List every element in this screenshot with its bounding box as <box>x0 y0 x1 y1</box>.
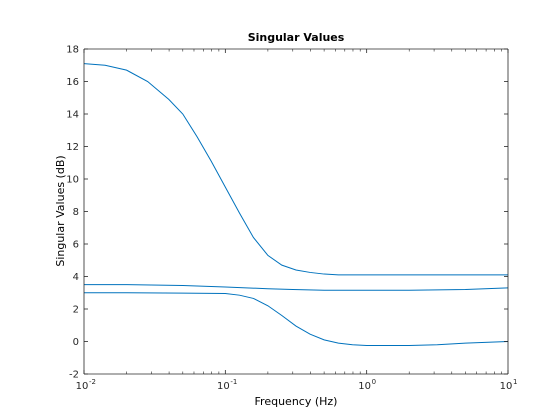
chart-title: Singular Values <box>248 31 345 44</box>
x-tick-label-exponent: 0 <box>372 378 376 386</box>
x-tick-label-exponent: -1 <box>230 378 237 386</box>
series-line-3 <box>84 292 509 347</box>
axes-background <box>84 49 508 374</box>
x-tick-label: 10 -1 <box>217 378 237 392</box>
x-tick-label-base: 10 <box>76 381 89 392</box>
y-tick-label: 14 <box>66 110 79 121</box>
y-tick-label: 16 <box>66 77 79 88</box>
y-tick-label: 6 <box>73 240 79 251</box>
x-tick-label-base: 10 <box>358 381 371 392</box>
plot-lines <box>83 63 509 347</box>
y-tick-label: 12 <box>66 142 79 153</box>
y-tick-label: 2 <box>73 305 79 316</box>
x-tick-label: 10 0 <box>358 378 376 392</box>
x-tick-label-base: 10 <box>217 381 230 392</box>
series-line-1 <box>83 63 508 276</box>
y-tick-label: -2 <box>69 370 79 381</box>
x-tick-label-exponent: 1 <box>513 378 517 386</box>
y-tick-label: 18 <box>66 45 79 56</box>
y-tick-label: 8 <box>73 207 79 218</box>
y-tick-label: 10 <box>66 175 79 186</box>
x-axis-label: Frequency (Hz) <box>255 395 338 408</box>
series-line-2 <box>84 284 509 291</box>
x-tick-label-exponent: -2 <box>89 378 96 386</box>
y-tick-label: 0 <box>73 337 79 348</box>
x-tick-label: 10 1 <box>500 378 518 392</box>
y-axis-label: Singular Values (dB) <box>54 155 67 266</box>
y-tick-label: 4 <box>73 272 79 283</box>
x-tick-label-base: 10 <box>500 381 513 392</box>
x-tick-label: 10 -2 <box>76 378 96 392</box>
